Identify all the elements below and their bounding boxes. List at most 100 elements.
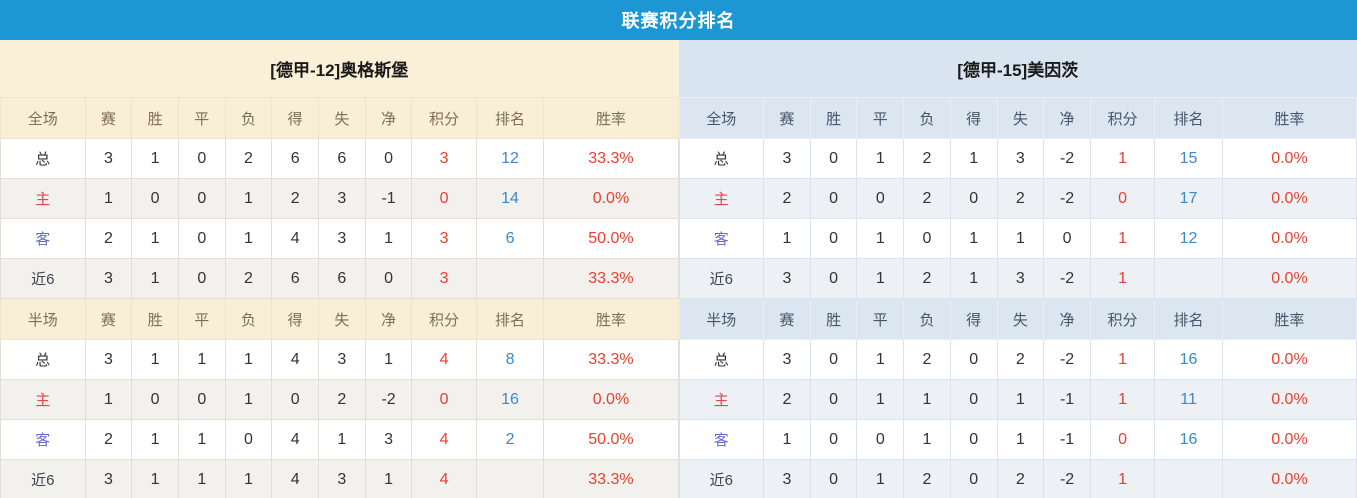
stat-cell: 1: [996, 379, 1045, 420]
points-cell: 3: [411, 218, 477, 259]
table-row: 总 3 0 1 2 0 2 -2 1 16 0.0%: [678, 339, 1357, 380]
stat-cell: 0: [177, 138, 226, 179]
stat-cell: 2: [996, 178, 1045, 219]
column-header: 积分: [1089, 97, 1156, 139]
stat-cell: 1: [224, 379, 273, 420]
table-row: 总 3 1 1 1 4 3 1 4 8 33.3%: [0, 339, 679, 380]
table-row: 近6 3 1 1 1 4 3 1 4 33.3%: [0, 459, 679, 498]
table-row: 近6 3 1 0 2 6 6 0 3 33.3%: [0, 258, 679, 299]
stat-cell: 0: [224, 419, 273, 460]
stat-cell: 4: [271, 459, 320, 498]
points-cell: 3: [411, 138, 477, 179]
section-label: 半场: [0, 298, 86, 340]
rank-cell: 15: [1154, 138, 1223, 179]
points-cell: 0: [411, 178, 477, 219]
stat-cell: 1: [177, 419, 226, 460]
winrate-cell: 33.3%: [543, 138, 679, 179]
stat-cell: 1: [131, 339, 179, 380]
column-header: 排名: [1154, 97, 1223, 139]
stat-cell: 0: [856, 419, 905, 460]
stat-cell: 3: [763, 258, 811, 299]
column-header-row: 半场赛胜平负得失净积分 排名 胜率: [0, 298, 679, 340]
column-header: 净: [364, 97, 413, 139]
stat-cell: -1: [1043, 379, 1091, 420]
stat-cell: 1: [856, 138, 905, 179]
winrate-cell: 33.3%: [543, 258, 679, 299]
table-row: 主 2 0 1 1 0 1 -1 1 11 0.0%: [678, 379, 1357, 420]
stat-cell: 1: [84, 379, 133, 420]
stat-cell: 1: [763, 419, 811, 460]
column-header: 胜率: [543, 298, 679, 340]
stat-cell: 1: [949, 218, 998, 259]
points-cell: 0: [1089, 178, 1156, 219]
table-row: 客 2 1 0 1 4 3 1 3 6 50.0%: [0, 218, 679, 259]
points-cell: 1: [1089, 258, 1156, 299]
column-header: 排名: [475, 97, 545, 139]
stat-cell: 3: [318, 218, 366, 259]
row-label: 客: [678, 419, 765, 460]
stat-cell: 3: [318, 339, 366, 380]
stat-cell: 0: [177, 379, 226, 420]
column-header-row: 全场赛胜平负得失净积分 排名 胜率: [678, 97, 1357, 139]
table-row: 主 1 0 0 1 2 3 -1 0 14 0.0%: [0, 178, 679, 219]
points-cell: 0: [1089, 419, 1156, 460]
row-label: 总: [0, 339, 86, 380]
column-header: 胜率: [543, 97, 679, 139]
stat-cell: 0: [949, 459, 998, 498]
winrate-cell: 0.0%: [1221, 459, 1357, 498]
table-row: 近6 3 0 1 2 0 2 -2 1 0.0%: [678, 459, 1357, 498]
table-row: 主 2 0 0 2 0 2 -2 0 17 0.0%: [678, 178, 1357, 219]
winrate-cell: 33.3%: [543, 339, 679, 380]
winrate-cell: 50.0%: [543, 419, 679, 460]
stat-cell: 1: [318, 419, 366, 460]
stat-cell: 4: [271, 419, 320, 460]
row-label: 主: [678, 379, 765, 420]
stat-cell: 1: [131, 419, 179, 460]
winrate-cell: 0.0%: [543, 178, 679, 219]
team-name-right: [德甲-15]美因茨: [957, 61, 1079, 80]
stat-cell: -1: [364, 178, 413, 219]
column-header: 得: [271, 97, 320, 139]
stat-cell: 1: [177, 459, 226, 498]
rank-cell: [1154, 459, 1223, 498]
row-label: 客: [678, 218, 765, 259]
winrate-cell: 0.0%: [1221, 339, 1357, 380]
row-label: 客: [0, 218, 86, 259]
column-header: 赛: [84, 97, 133, 139]
winrate-cell: 0.0%: [1221, 419, 1357, 460]
row-label: 近6: [678, 258, 765, 299]
column-header: 赛: [84, 298, 133, 340]
stat-cell: 0: [1043, 218, 1091, 259]
stat-cell: 3: [763, 459, 811, 498]
stat-cell: 2: [763, 379, 811, 420]
stat-cell: 2: [903, 258, 951, 299]
column-header: 排名: [475, 298, 545, 340]
column-header: 胜率: [1221, 298, 1357, 340]
stat-cell: 0: [856, 178, 905, 219]
stat-cell: 0: [809, 339, 858, 380]
column-header: 积分: [411, 97, 477, 139]
stat-cell: 3: [84, 138, 133, 179]
column-header: 净: [364, 298, 413, 340]
table-row: 客 1 0 0 1 0 1 -1 0 16 0.0%: [678, 419, 1357, 460]
stat-cell: 3: [364, 419, 413, 460]
stat-cell: 0: [949, 339, 998, 380]
points-cell: 4: [411, 459, 477, 498]
column-header: 负: [903, 298, 951, 340]
stat-cell: 1: [903, 379, 951, 420]
stat-cell: 3: [763, 339, 811, 380]
stat-cell: 0: [177, 178, 226, 219]
stat-cell: -1: [1043, 419, 1091, 460]
stat-cell: 1: [224, 178, 273, 219]
table-row: 总 3 0 1 2 1 3 -2 1 15 0.0%: [678, 138, 1357, 179]
row-label: 客: [0, 419, 86, 460]
column-header: 平: [177, 97, 226, 139]
stat-cell: 0: [809, 178, 858, 219]
rank-cell: 16: [475, 379, 545, 420]
stat-cell: 3: [996, 138, 1045, 179]
row-label: 近6: [0, 459, 86, 498]
page-title: 联赛积分排名: [0, 0, 1357, 40]
stat-cell: 1: [131, 138, 179, 179]
stat-cell: 1: [224, 339, 273, 380]
stat-cell: 2: [996, 459, 1045, 498]
